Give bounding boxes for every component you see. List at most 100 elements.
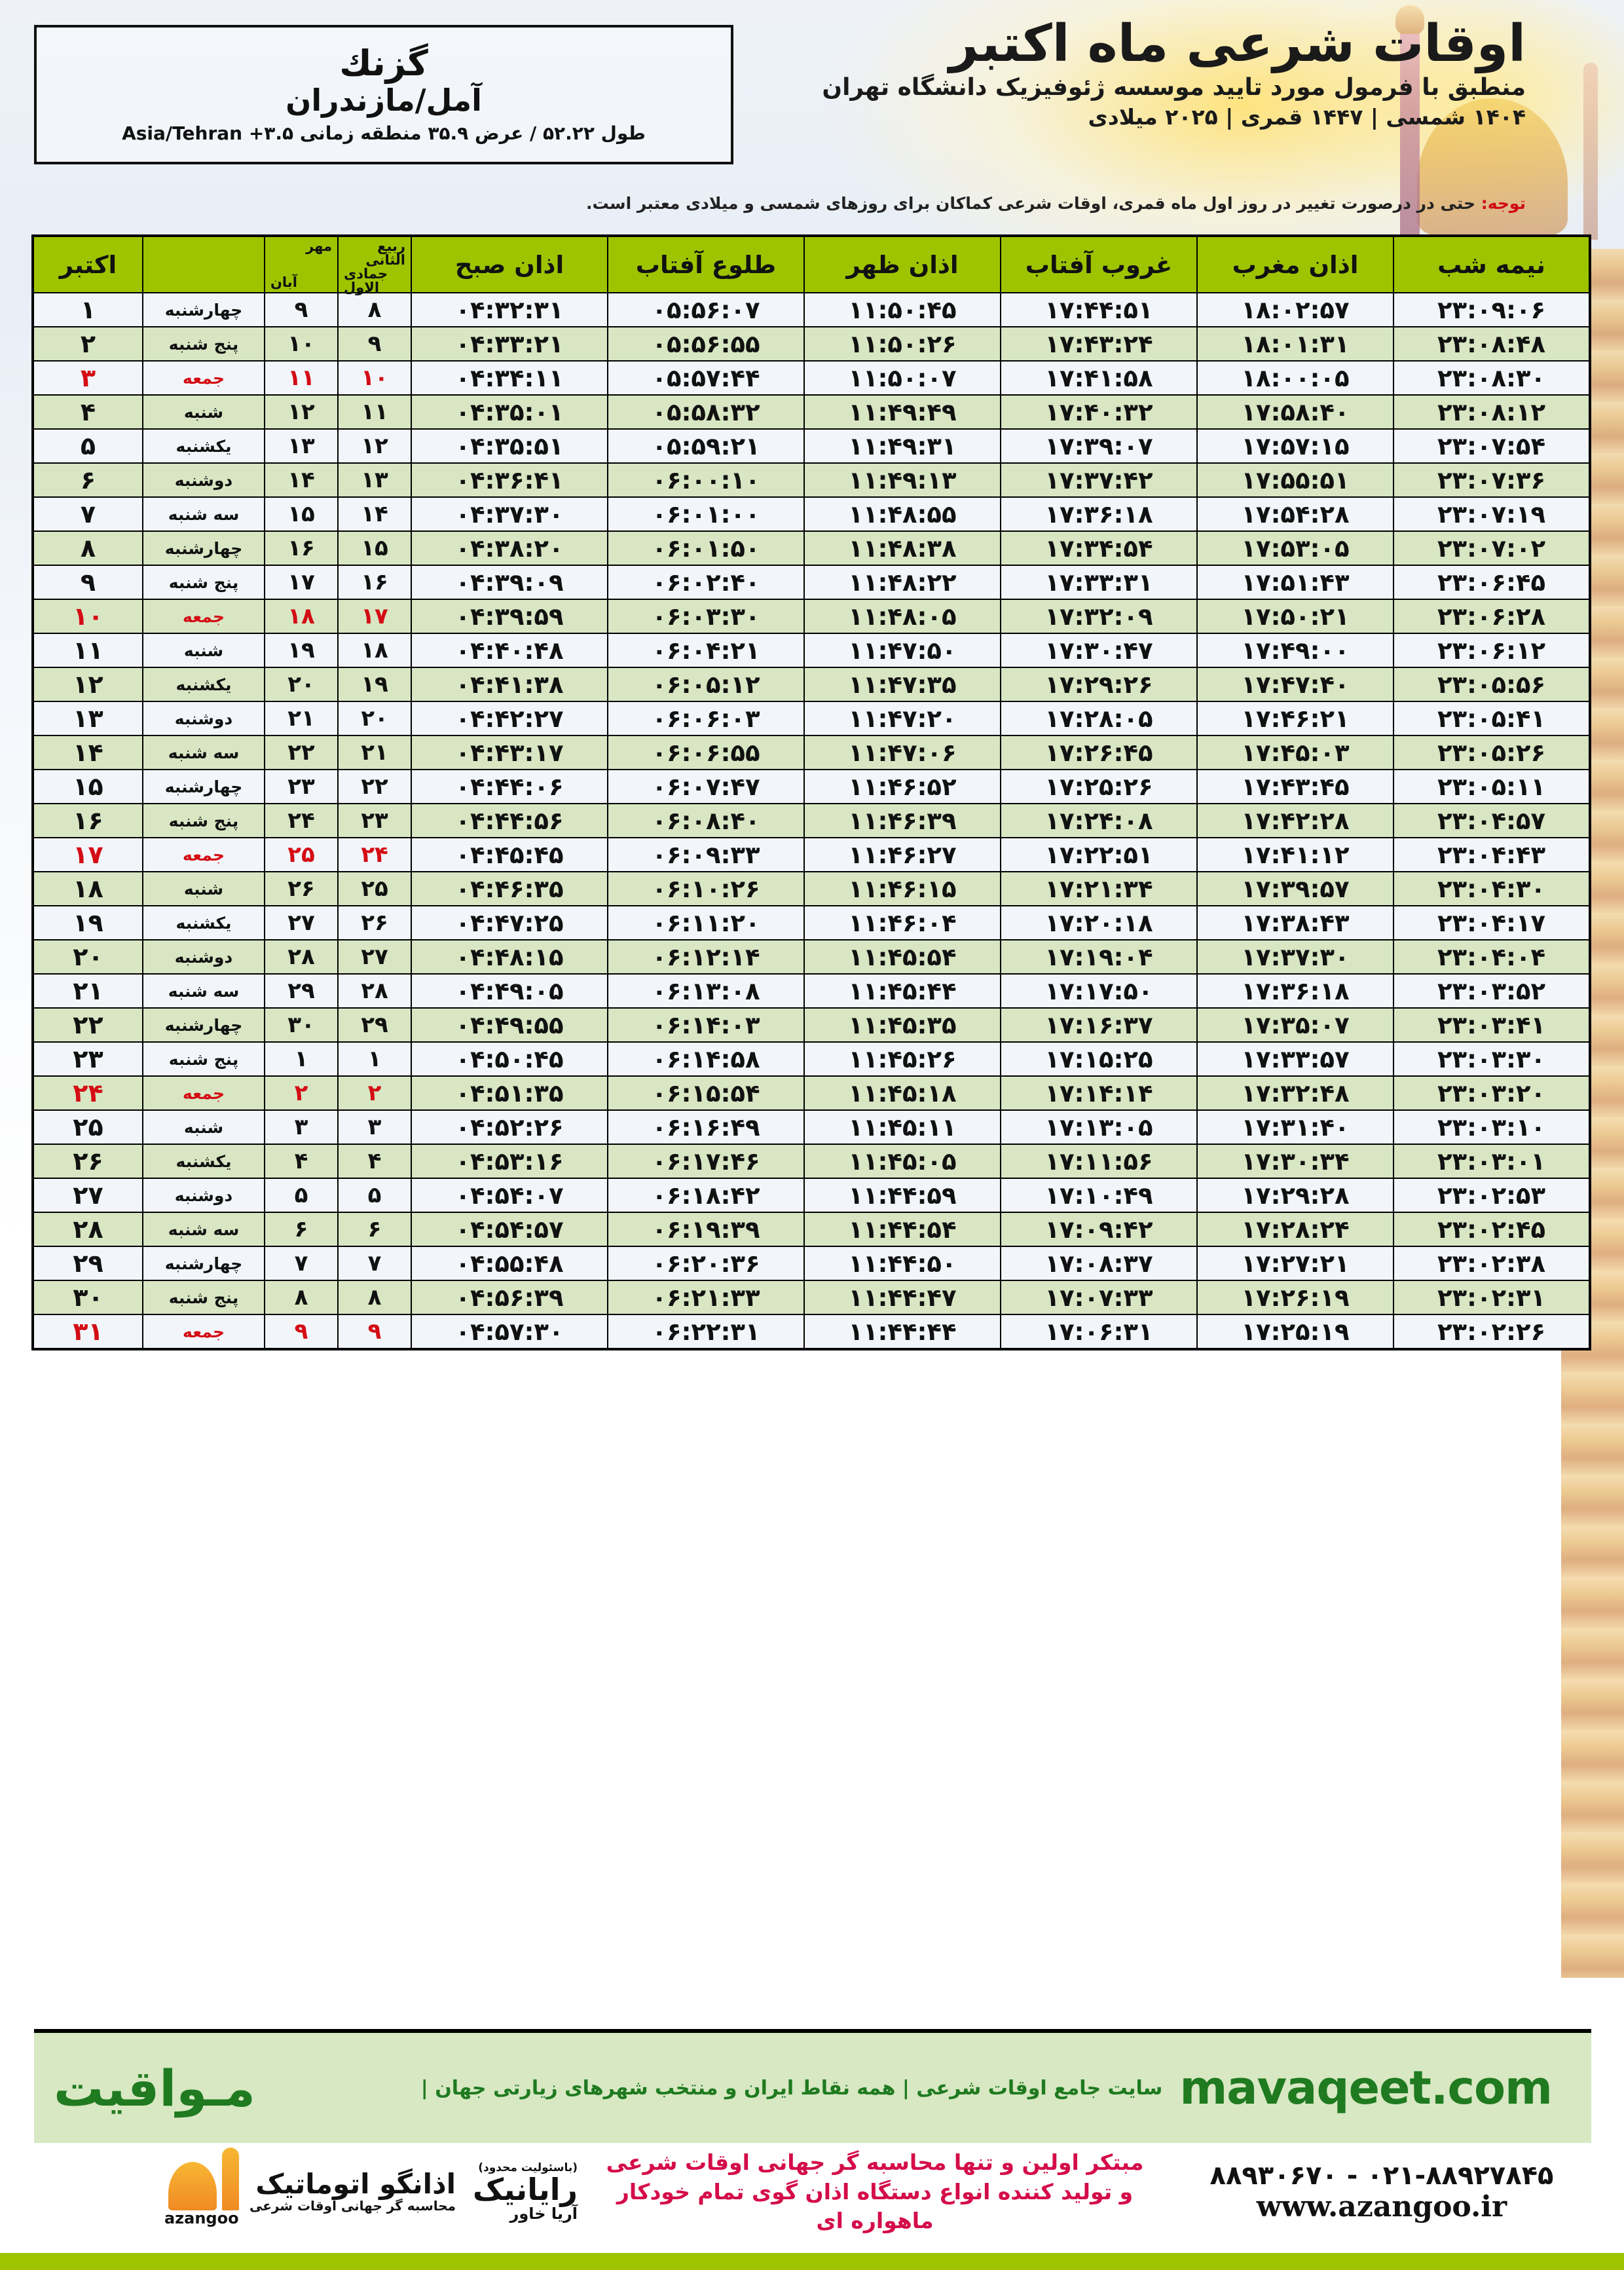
cell-day: ۲۴	[32, 1075, 143, 1111]
cell-midnight: ۲۳:۰۳:۲۰	[1393, 1075, 1591, 1111]
cell-hijri: ۲۴	[337, 837, 412, 872]
cell-fajr: ۰۴:۴۹:۰۵	[411, 973, 608, 1009]
table-row: ۲۳:۰۲:۳۸ ۱۷:۲۷:۲۱ ۱۷:۰۸:۳۷ ۱۱:۴۴:۵۰ ۰۶:۲۰:۳۶…	[32, 1246, 1591, 1281]
cell-fajr: ۰۴:۴۴:۵۶	[411, 803, 608, 838]
cell-day: ۲۸	[32, 1212, 143, 1247]
cell-day: ۲۱	[32, 973, 143, 1009]
cell-hijri: ۸	[337, 292, 412, 327]
cell-fajr: ۰۴:۴۴:۰۶	[411, 769, 608, 804]
cell-day: ۴	[32, 394, 143, 430]
cell-sunrise: ۰۶:۰۱:۰۰	[607, 496, 805, 532]
cell-maghrib: ۱۷:۵۱:۴۳	[1196, 565, 1394, 600]
cell-maghrib: ۱۷:۵۰:۲۱	[1196, 599, 1394, 634]
cell-solar: ۲۴	[264, 803, 339, 838]
azangoo-dome-shape	[168, 2162, 217, 2210]
cell-fajr: ۰۴:۴۰:۴۸	[411, 633, 608, 668]
cell-weekday: پنج شنبه	[142, 803, 265, 838]
cell-weekday: پنج شنبه	[142, 1280, 265, 1315]
cell-dhuhr: ۱۱:۴۵:۲۶	[803, 1041, 1001, 1077]
cell-sunset: ۱۷:۲۸:۰۵	[1000, 701, 1198, 736]
bottom-green-strip	[0, 2253, 1624, 2270]
cell-fajr: ۰۴:۵۴:۵۷	[411, 1212, 608, 1247]
cell-maghrib: ۱۷:۲۵:۱۹	[1196, 1314, 1394, 1350]
cell-sunset: ۱۷:۰۶:۳۱	[1000, 1314, 1198, 1350]
cell-fajr: ۰۴:۴۶:۳۵	[411, 871, 608, 906]
cell-maghrib: ۱۷:۳۶:۱۸	[1196, 973, 1394, 1009]
table-row: ۲۳:۰۶:۲۸ ۱۷:۵۰:۲۱ ۱۷:۳۲:۰۹ ۱۱:۴۸:۰۵ ۰۶:۰۳:۳۰…	[32, 599, 1591, 634]
table-row: ۲۳:۰۷:۱۹ ۱۷:۵۴:۲۸ ۱۷:۳۶:۱۸ ۱۱:۴۸:۵۵ ۰۶:۰۱:۰۰…	[32, 496, 1591, 532]
cell-maghrib: ۱۷:۴۶:۲۱	[1196, 701, 1394, 736]
cell-hijri: ۲۷	[337, 939, 412, 975]
cell-fajr: ۰۴:۵۳:۱۶	[411, 1144, 608, 1179]
footer-site-name[interactable]: mavaqeet.com	[1179, 2061, 1553, 2115]
cell-hijri: ۲	[337, 1075, 412, 1111]
cell-day: ۲۰	[32, 939, 143, 975]
cell-solar: ۱۰	[264, 326, 339, 362]
azangoo-logo: اذانگو اتوماتیک محاسبه گر جهانی اوقات شر…	[164, 2148, 456, 2227]
cell-solar: ۳۰	[264, 1007, 339, 1043]
cell-weekday: پنج شنبه	[142, 565, 265, 600]
table-row: ۲۳:۰۲:۴۵ ۱۷:۲۸:۲۴ ۱۷:۰۹:۴۲ ۱۱:۴۴:۵۴ ۰۶:۱۹:۳۹…	[32, 1212, 1591, 1247]
cell-solar: ۱۲	[264, 394, 339, 430]
cell-solar: ۲۶	[264, 871, 339, 906]
cell-maghrib: ۱۷:۵۷:۱۵	[1196, 428, 1394, 464]
table-row: ۲۳:۰۸:۴۸ ۱۸:۰۱:۳۱ ۱۷:۴۳:۲۴ ۱۱:۵۰:۲۶ ۰۵:۵۶:۵۵…	[32, 326, 1591, 362]
cell-fajr: ۰۴:۵۶:۳۹	[411, 1280, 608, 1315]
cell-maghrib: ۱۷:۴۲:۲۸	[1196, 803, 1394, 838]
cell-weekday: جمعه	[142, 599, 265, 634]
cell-maghrib: ۱۷:۴۱:۱۲	[1196, 837, 1394, 872]
cell-sunrise: ۰۶:۱۴:۵۸	[607, 1041, 805, 1077]
cell-midnight: ۲۳:۰۲:۴۵	[1393, 1212, 1591, 1247]
table-row: ۲۳:۰۳:۳۰ ۱۷:۳۳:۵۷ ۱۷:۱۵:۲۵ ۱۱:۴۵:۲۶ ۰۶:۱۴:۵۸…	[32, 1041, 1591, 1077]
cell-day: ۲۳	[32, 1041, 143, 1077]
cell-midnight: ۲۳:۰۲:۵۳	[1393, 1178, 1591, 1213]
cell-dhuhr: ۱۱:۴۵:۳۵	[803, 1007, 1001, 1043]
cell-hijri: ۶	[337, 1212, 412, 1247]
cell-day: ۳	[32, 360, 143, 396]
table-row: ۲۳:۰۹:۰۶ ۱۸:۰۲:۵۷ ۱۷:۴۴:۵۱ ۱۱:۵۰:۴۵ ۰۵:۵۶:۰۷…	[32, 292, 1591, 327]
cell-midnight: ۲۳:۰۶:۲۸	[1393, 599, 1591, 634]
cell-solar: ۱۸	[264, 599, 339, 634]
col-header-hijri-bottom: جمادی الاول	[344, 266, 388, 295]
col-header-solar-top: مهر	[306, 238, 332, 254]
cell-fajr: ۰۴:۴۲:۲۷	[411, 701, 608, 736]
table-row: ۲۳:۰۵:۱۱ ۱۷:۴۳:۴۵ ۱۷:۲۵:۲۶ ۱۱:۴۶:۵۲ ۰۶:۰۷:۴۷…	[32, 769, 1591, 804]
cell-hijri: ۱۷	[337, 599, 412, 634]
table-body: ۲۳:۰۹:۰۶ ۱۸:۰۲:۵۷ ۱۷:۴۴:۵۱ ۱۱:۵۰:۴۵ ۰۵:۵۶:۰۷…	[32, 292, 1591, 1350]
prayer-times-table: نیمه شب اذان مغرب غروب آفتاب اذان ظهر طل…	[31, 234, 1591, 1350]
cell-midnight: ۲۳:۰۵:۵۶	[1393, 667, 1591, 702]
cell-sunrise: ۰۶:۱۶:۴۹	[607, 1109, 805, 1145]
rayanik-logo: (باسئولیت محدود) رایانیک آریا خاور	[473, 2161, 578, 2223]
contact-website[interactable]: www.azangoo.ir	[1256, 2189, 1507, 2223]
rayanik-logo-small: (باسئولیت محدود)	[478, 2161, 578, 2174]
table-row: ۲۳:۰۴:۱۷ ۱۷:۳۸:۴۳ ۱۷:۲۰:۱۸ ۱۱:۴۶:۰۴ ۰۶:۱۱:۲۰…	[32, 905, 1591, 940]
cell-fajr: ۰۴:۳۹:۵۹	[411, 599, 608, 634]
cell-hijri: ۱۳	[337, 462, 412, 498]
cell-hijri: ۷	[337, 1246, 412, 1281]
cell-solar: ۲۰	[264, 667, 339, 702]
cell-hijri: ۲۱	[337, 735, 412, 770]
cell-solar: ۱۱	[264, 360, 339, 396]
cell-maghrib: ۱۷:۳۵:۰۷	[1196, 1007, 1394, 1043]
cell-weekday: یکشنبه	[142, 667, 265, 702]
azangoo-minaret-shape	[221, 2148, 239, 2210]
promo-text-block: مبتكر اولین و تنها محاسبه گر جهانی اوقات…	[578, 2148, 1172, 2236]
cell-maghrib: ۱۷:۵۴:۲۸	[1196, 496, 1394, 532]
cell-sunrise: ۰۶:۰۷:۴۷	[607, 769, 805, 804]
cell-day: ۳۱	[32, 1314, 143, 1350]
cell-midnight: ۲۳:۰۵:۲۶	[1393, 735, 1591, 770]
cell-sunrise: ۰۶:۰۸:۴۰	[607, 803, 805, 838]
cell-weekday: شنبه	[142, 633, 265, 668]
cell-midnight: ۲۳:۰۴:۱۷	[1393, 905, 1591, 940]
cell-dhuhr: ۱۱:۴۷:۳۵	[803, 667, 1001, 702]
cell-dhuhr: ۱۱:۴۴:۴۷	[803, 1280, 1001, 1315]
cell-maghrib: ۱۷:۲۹:۲۸	[1196, 1178, 1394, 1213]
cell-weekday: یکشنبه	[142, 428, 265, 464]
azangoo-mosque-icon: azangoo	[164, 2148, 243, 2227]
cell-sunset: ۱۷:۴۰:۳۲	[1000, 394, 1198, 430]
cell-day: ۱۹	[32, 905, 143, 940]
azangoo-logo-sub: محاسبه گر جهانی اوقات شرعی	[249, 2198, 456, 2214]
footer-tagline: سایت جامع اوقات شرعی | همه نقاط ایران و …	[420, 2076, 1163, 2100]
table-row: ۲۳:۰۳:۵۲ ۱۷:۳۶:۱۸ ۱۷:۱۷:۵۰ ۱۱:۴۵:۴۴ ۰۶:۱۳:۰۸…	[32, 973, 1591, 1009]
footer-brand-bar: mavaqeet.com سایت جامع اوقات شرعی | همه …	[34, 2029, 1591, 2143]
